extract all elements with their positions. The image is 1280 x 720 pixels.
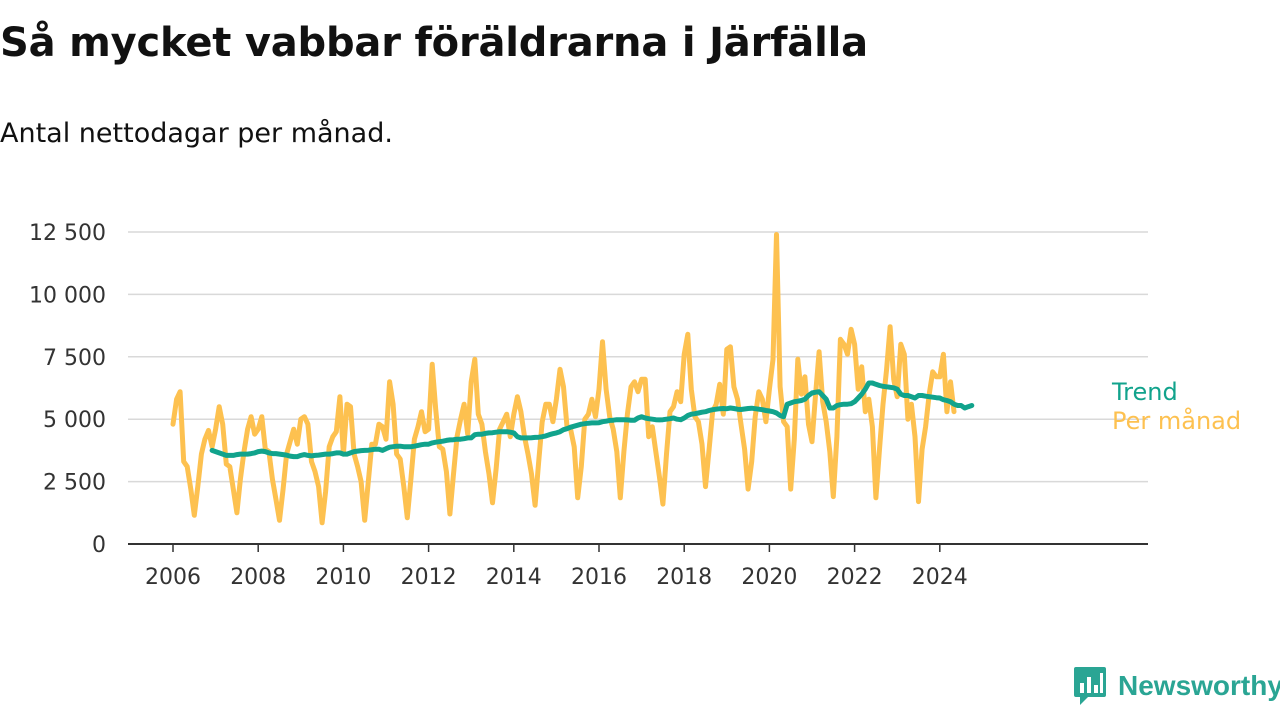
x-axis: 2006 2008 2010 2012 2014 2016 2018 2020 2022 2024: [128, 543, 1148, 590]
trend-legend-label: Trend: [1111, 378, 1178, 406]
page-title: Så mycket vabbar föräldrarna i Järfälla: [0, 20, 868, 66]
series-lines: [170, 232, 975, 526]
x-tick-label: 2022: [827, 565, 883, 590]
y-tick-label: 10 000: [29, 283, 106, 308]
newsworthy-logo: Newsworthy: [1072, 664, 1280, 708]
x-tick-label: 2012: [401, 565, 457, 590]
y-tick-label: 5 000: [43, 408, 106, 433]
y-tick-label: 0: [92, 533, 106, 558]
grid-lines: [128, 231, 1148, 483]
x-tick-label: 2024: [912, 565, 968, 590]
trend-line: [209, 380, 975, 460]
monthly-line: [170, 232, 957, 526]
x-tick-label: 2018: [656, 565, 712, 590]
y-tick-label: 2 500: [43, 471, 106, 496]
y-tick-label: 7 500: [43, 346, 106, 371]
x-tick-label: 2010: [315, 565, 371, 590]
chart-bubble-icon: [1074, 667, 1106, 705]
y-tick-label: 12 500: [29, 221, 106, 246]
monthly-legend-label: Per månad: [1112, 406, 1241, 435]
y-axis: 0 2 500 5 000 7 500 10 000 12 500: [29, 221, 106, 558]
x-tick-label: 2006: [145, 565, 201, 590]
page-subtitle: Antal nettodagar per månad.: [0, 118, 393, 149]
x-tick-label: 2014: [486, 565, 542, 590]
x-tick-label: 2020: [741, 565, 797, 590]
brand-name: Newsworthy: [1118, 670, 1280, 701]
x-tick-label: 2008: [230, 565, 286, 590]
x-tick-label: 2016: [571, 565, 627, 590]
